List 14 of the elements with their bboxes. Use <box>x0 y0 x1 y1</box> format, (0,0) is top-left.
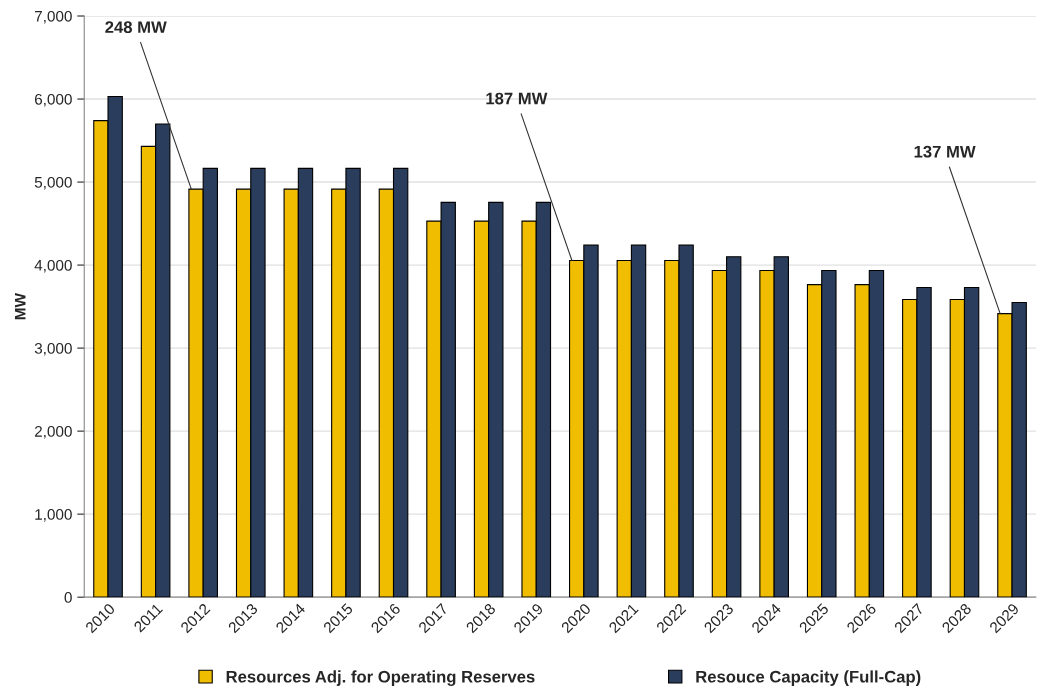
annotation: 137 MW <box>914 145 976 158</box>
y-tick-label: 7,000 <box>34 10 72 24</box>
y-tick-label: 5,000 <box>34 176 72 190</box>
y-tick-label: 2,000 <box>34 425 72 439</box>
y-tick-label: 0 <box>64 592 72 603</box>
y-axis-title: MW <box>14 293 26 320</box>
annotation: 248 MW <box>105 21 167 34</box>
legend-label: Resources Adj. for Operating Reserves <box>226 670 535 686</box>
y-tick-label: 1,000 <box>35 509 72 522</box>
y-tick-label: 4,000 <box>34 259 72 273</box>
y-tick-label: 3,000 <box>34 342 72 356</box>
annotation: 187 MW <box>486 92 548 105</box>
y-tick-label: 6,000 <box>34 93 72 107</box>
legend-label: Resouce Capacity (Full-Cap) <box>696 670 921 686</box>
